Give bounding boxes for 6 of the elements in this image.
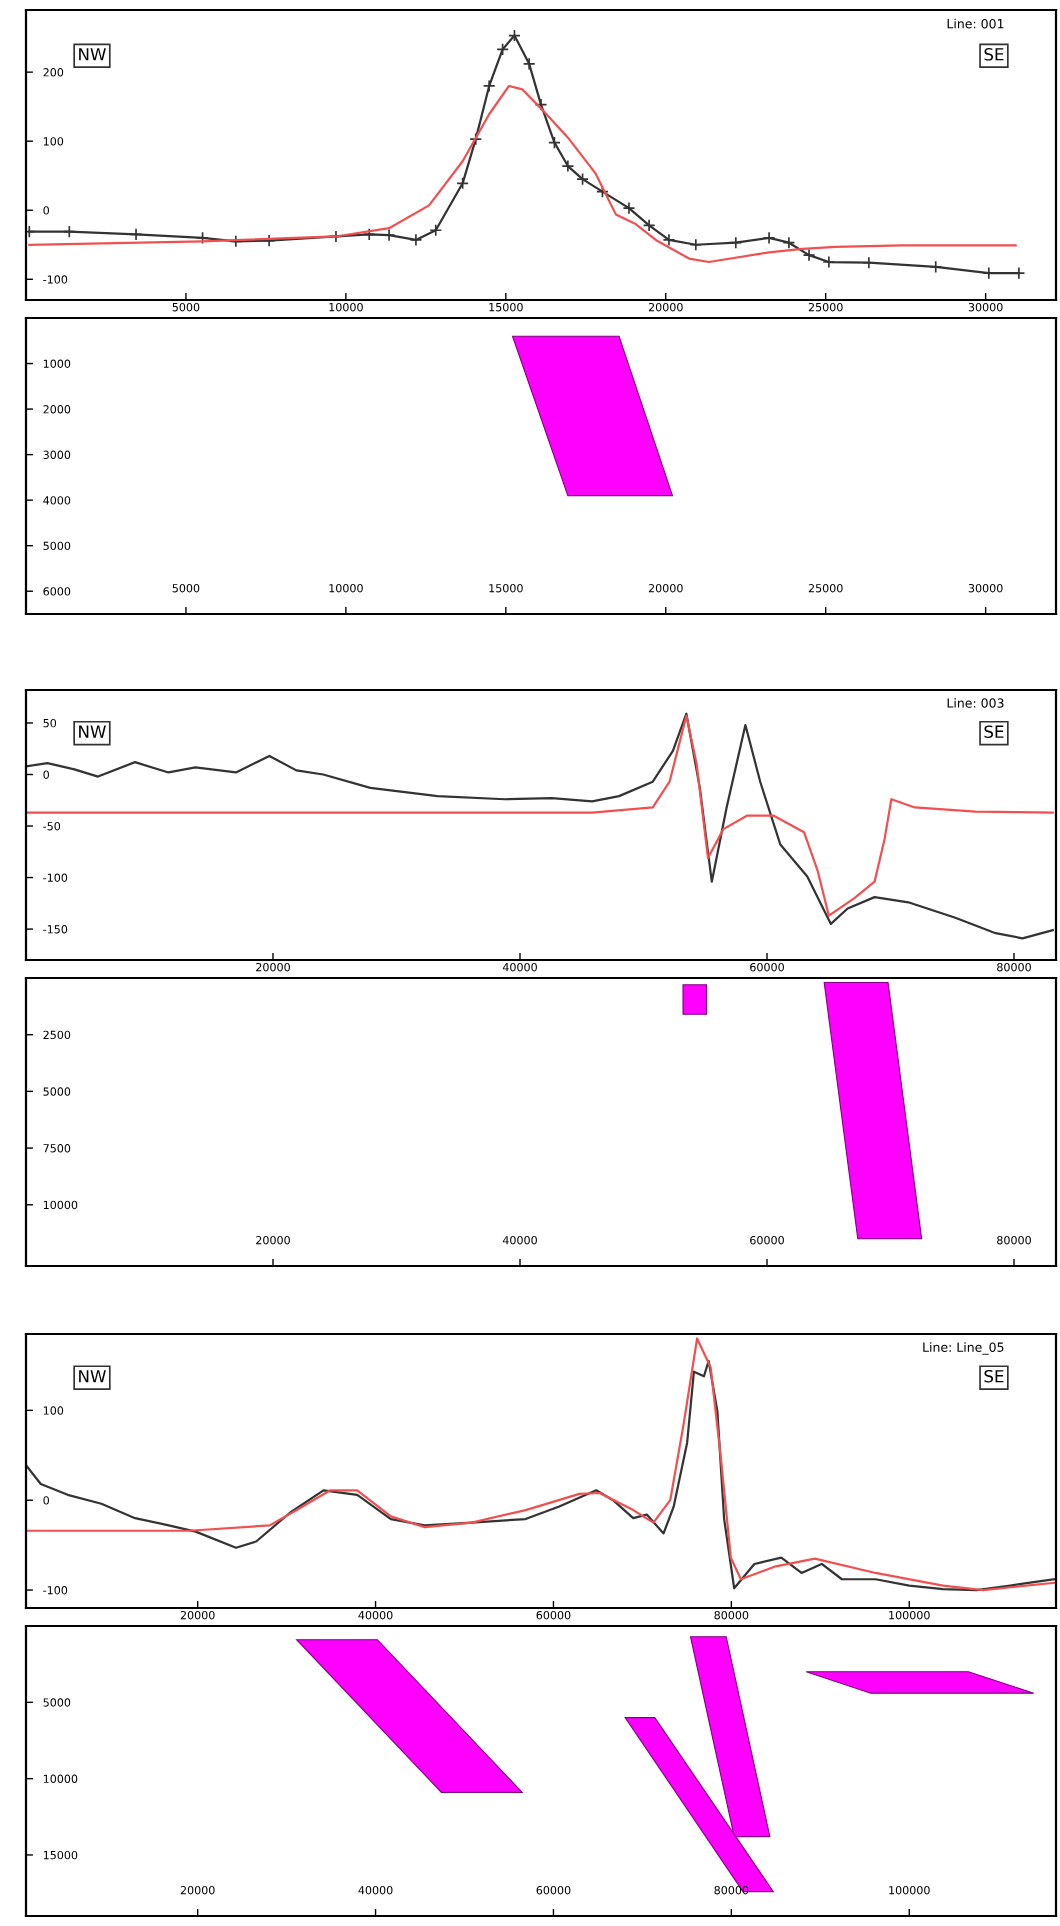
annotation: NW xyxy=(79,48,106,61)
annotation: NW xyxy=(79,725,106,738)
annotation: NW xyxy=(79,1370,106,1383)
annotation: SE xyxy=(984,47,1004,61)
annotation: SE xyxy=(984,1369,1004,1383)
annotation: SE xyxy=(984,725,1004,738)
